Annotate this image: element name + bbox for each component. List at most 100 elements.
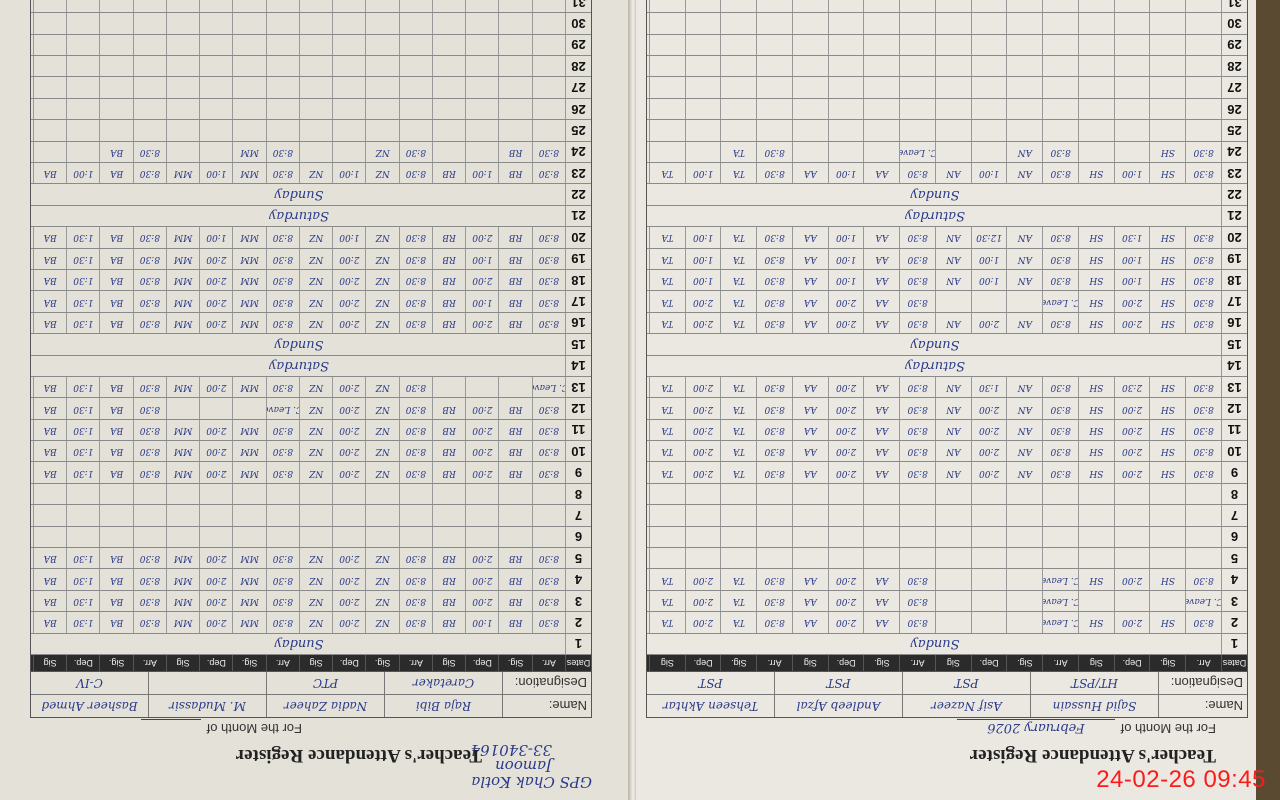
date-cell: 18 [565,269,591,291]
table-row: 11 8:30 SH 2:00 SH 8:30 AN 2:00 AN 8:30 AA 2:00 AA 8:… [647,418,1247,441]
arrival-time: 8:30 [132,141,166,163]
arrival-signature: BA [99,462,133,483]
departure-signature: MM [166,548,200,569]
arrival-time [899,548,935,569]
school-note: GPS Chak Kotla Jamoon 33-340164 [471,741,592,791]
arrival-signature [99,120,133,141]
arrival-signature [863,120,900,141]
arrival-signature: AN [1006,227,1043,248]
departure-time: 1:00 [1113,163,1150,184]
departure-time [1113,34,1150,56]
departure-time: 1:00 [1113,269,1150,291]
arrival-time: 8:30 [756,419,792,441]
departure-time [684,13,721,34]
date-cell: 4 [1221,569,1247,590]
departure-signature: MM [166,269,200,291]
arrival-time: 8:30 [398,612,432,633]
departure-time: 2:00 [332,441,366,462]
arrival-signature [1006,505,1043,526]
departure-time: 2:00 [465,548,499,569]
date-cell: 26 [565,98,591,120]
date-cell: 3 [565,590,591,612]
table-row: 24 8:30 RB 8:30 NZ 8:30 MM 8:30 BA [31,140,591,163]
arrival-signature [720,34,757,56]
column-header-sig: Sig. [1149,655,1186,671]
arrival-time [265,13,299,34]
departure-signature [166,34,200,56]
arrival-time: 8:30 [1042,141,1078,163]
arrival-signature: NZ [365,291,399,312]
departure-signature: TA [649,590,685,612]
arrival-time: 8:30 [132,248,166,269]
departure-time [465,376,499,398]
departure-time: 2:00 [199,419,233,441]
departure-signature [1078,34,1114,56]
table-row: 13 8:30 SH 2:30 SH 8:30 AN 1:30 AN 8:30 AA 2:00 AA 8:… [647,375,1247,398]
arrival-time: C. Leave [531,376,565,398]
departure-time [66,526,100,548]
departure-signature [432,98,466,120]
departure-signature: TA [649,269,685,291]
departure-time [465,483,499,505]
departure-signature [166,120,200,141]
departure-signature: RB [432,419,466,441]
arrival-signature: SH [1149,291,1186,312]
departure-signature [1078,120,1114,141]
arrival-time: 8:30 [1042,462,1078,483]
date-cell: 29 [1221,34,1247,56]
date-cell: 23 [565,163,591,184]
school-name: GPS Chak Kotla [471,773,592,791]
arrival-signature [720,0,757,13]
date-cell: 26 [1221,98,1247,120]
arrival-signature [1149,548,1186,569]
arrival-time: 8:30 [398,398,432,419]
departure-time: 2:00 [827,569,864,590]
arrival-signature: SH [1149,269,1186,291]
arrival-time [398,77,432,98]
departure-time [66,13,100,34]
day-note: Sunday [910,336,960,352]
arrival-time [398,505,432,526]
departure-time [684,505,721,526]
arrival-signature: TA [720,269,757,291]
date-cell: 31 [565,0,591,13]
column-header-sig: Sig [432,655,466,671]
arrival-signature: TA [720,248,757,269]
arrival-time: 8:30 [1042,248,1078,269]
date-cell: 16 [1221,312,1247,334]
arrival-time [756,56,792,77]
departure-signature [792,526,828,548]
column-header-dep: Dep. [465,655,499,671]
arrival-time [398,0,432,13]
departure-time [827,548,864,569]
arrival-time: 8:30 [756,590,792,612]
arrival-signature [498,120,532,141]
column-header-arr: Arr. [1042,655,1078,671]
arrival-signature: MM [232,248,266,269]
arrival-signature: MM [232,291,266,312]
departure-signature: AN [935,419,971,441]
arrival-signature [863,548,900,569]
departure-time [332,0,366,13]
month-label: For the Month of [1120,721,1216,736]
arrival-signature [1006,291,1043,312]
departure-time: 2:00 [199,248,233,269]
arrival-time: 8:30 [1042,441,1078,462]
arrival-time: 8:30 [265,163,299,184]
departure-time: 2:00 [684,462,721,483]
departure-time: 2:00 [970,441,1007,462]
table-row: 19 8:30 RB 1:00 RB 8:30 NZ 2:00 NZ 8:30 MM 2:00 MM 8:… [31,247,591,269]
departure-signature [792,548,828,569]
arrival-time: 8:30 [398,419,432,441]
arrival-signature: AA [863,462,900,483]
departure-signature [432,13,466,34]
departure-signature [432,376,466,398]
departure-time: 1:30 [66,462,100,483]
arrival-time [1042,526,1078,548]
column-header-dep: Dep. [684,655,721,671]
arrival-signature: SH [1149,376,1186,398]
departure-time [332,505,366,526]
departure-time [827,13,864,34]
table-row: 22 Sunday [31,183,591,205]
departure-time [1113,77,1150,98]
